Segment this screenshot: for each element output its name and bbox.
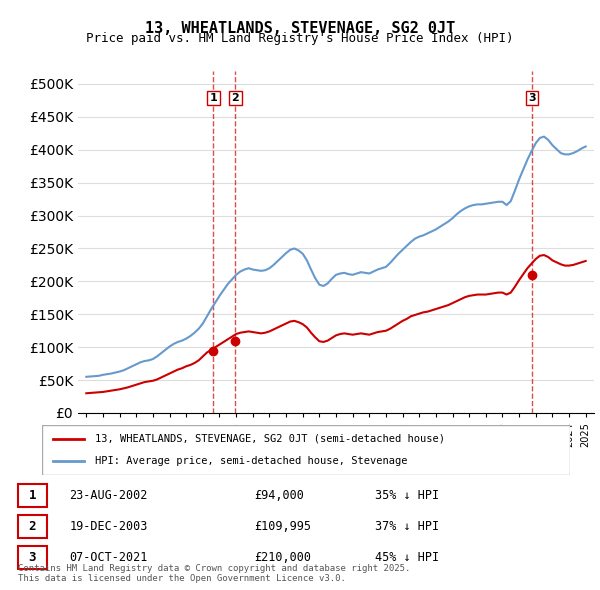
Text: HPI: Average price, semi-detached house, Stevenage: HPI: Average price, semi-detached house,… (95, 456, 407, 466)
Text: 37% ↓ HPI: 37% ↓ HPI (375, 520, 439, 533)
Text: 3: 3 (28, 551, 36, 564)
FancyBboxPatch shape (18, 546, 47, 569)
Text: 2: 2 (232, 93, 239, 103)
Text: 3: 3 (528, 93, 536, 103)
Text: 45% ↓ HPI: 45% ↓ HPI (375, 551, 439, 564)
FancyBboxPatch shape (18, 515, 47, 538)
Text: £94,000: £94,000 (254, 489, 304, 502)
Text: 23-AUG-2002: 23-AUG-2002 (70, 489, 148, 502)
Text: 2: 2 (28, 520, 36, 533)
Text: Price paid vs. HM Land Registry's House Price Index (HPI): Price paid vs. HM Land Registry's House … (86, 32, 514, 45)
FancyBboxPatch shape (18, 484, 47, 507)
Text: £109,995: £109,995 (254, 520, 311, 533)
Text: 19-DEC-2003: 19-DEC-2003 (70, 520, 148, 533)
Text: £210,000: £210,000 (254, 551, 311, 564)
Text: Contains HM Land Registry data © Crown copyright and database right 2025.
This d: Contains HM Land Registry data © Crown c… (18, 563, 410, 583)
Text: 13, WHEATLANDS, STEVENAGE, SG2 0JT (semi-detached house): 13, WHEATLANDS, STEVENAGE, SG2 0JT (semi… (95, 434, 445, 444)
Text: 1: 1 (209, 93, 217, 103)
Text: 13, WHEATLANDS, STEVENAGE, SG2 0JT: 13, WHEATLANDS, STEVENAGE, SG2 0JT (145, 21, 455, 35)
Text: 07-OCT-2021: 07-OCT-2021 (70, 551, 148, 564)
FancyBboxPatch shape (42, 425, 570, 475)
Text: 35% ↓ HPI: 35% ↓ HPI (375, 489, 439, 502)
Text: 1: 1 (28, 489, 36, 502)
